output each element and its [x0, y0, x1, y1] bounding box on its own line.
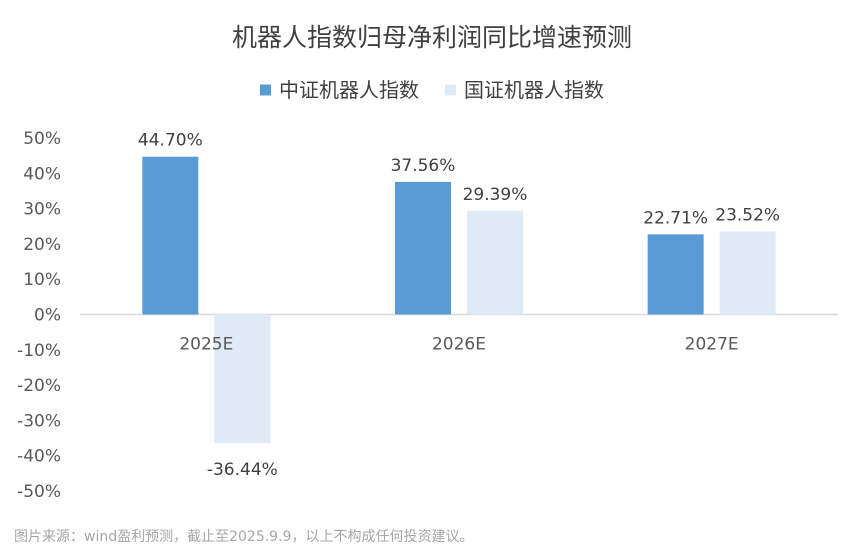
y-axis: 50% 40% 30% 20% 10% 0% -10% -20% -30% -40% -50%	[17, 129, 61, 502]
y-tick-label: -40%	[17, 447, 61, 467]
data-label: 29.39%	[463, 185, 528, 205]
data-label: 44.70%	[138, 131, 203, 151]
y-tick-label: 30%	[23, 200, 61, 220]
y-tick-label: 0%	[34, 306, 61, 326]
y-tick-label: -10%	[17, 341, 61, 361]
y-tick-label: -50%	[17, 482, 61, 502]
data-label: -36.44%	[207, 460, 278, 480]
bar	[142, 156, 199, 315]
bar	[395, 181, 451, 315]
legend-swatch	[445, 84, 456, 96]
source-footnote: 图片来源：wind盈利预测，截止至2025.9.9，以上不构成任何投资建议。	[14, 529, 474, 545]
y-tick-label: 20%	[23, 235, 61, 255]
y-tick-label: 50%	[23, 129, 61, 149]
category-label: 2027E	[685, 335, 739, 355]
bar	[719, 231, 776, 315]
data-label: 23.52%	[715, 205, 780, 225]
category-labels: 2025E 2026E 2027E	[179, 335, 738, 355]
legend-swatch	[260, 84, 271, 96]
data-label: 22.71%	[643, 208, 708, 228]
chart-title: 机器人指数归母净利润同比增速预测	[232, 23, 632, 52]
y-tick-label: -30%	[17, 411, 61, 431]
bar	[647, 234, 704, 315]
legend-label: 国证机器人指数	[464, 78, 604, 102]
legend-label: 中证机器人指数	[279, 78, 419, 102]
y-tick-label: 40%	[23, 164, 61, 184]
legend: 中证机器人指数 国证机器人指数	[260, 78, 604, 102]
data-label: 37.56%	[391, 156, 456, 176]
y-tick-label: -20%	[17, 376, 61, 396]
y-tick-label: 10%	[23, 270, 61, 290]
bar	[467, 210, 523, 315]
category-label: 2025E	[179, 335, 233, 355]
category-label: 2026E	[432, 335, 486, 355]
bar	[214, 314, 271, 444]
bars	[142, 156, 776, 444]
data-labels: 44.70% -36.44% 37.56% 29.39% 22.71% 23.52%	[138, 131, 780, 480]
